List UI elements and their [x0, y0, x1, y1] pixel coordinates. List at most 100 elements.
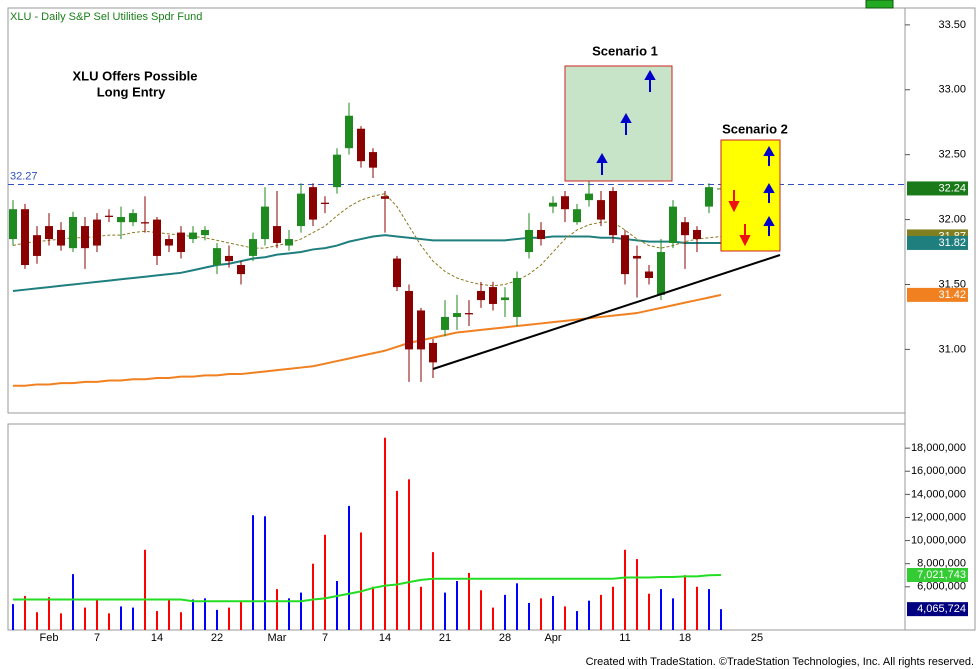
candle-body — [657, 252, 665, 295]
candle-body — [573, 209, 581, 223]
candle-body — [429, 342, 437, 363]
candle-body — [261, 206, 269, 240]
candle-body — [273, 226, 281, 243]
value-box-label: 32.24 — [938, 182, 966, 194]
candle-body — [633, 255, 641, 259]
candle-body — [201, 229, 209, 236]
x-tick-label: 11 — [619, 632, 630, 644]
candle-body — [21, 209, 29, 266]
volume-bar — [492, 607, 494, 630]
candle-body — [129, 213, 137, 223]
x-tick-label: Feb — [40, 632, 59, 644]
reference-label: 32.27 — [10, 170, 38, 182]
candle-body — [465, 313, 473, 315]
value-box — [907, 181, 968, 196]
x-tick-label: 25 — [751, 632, 763, 644]
value-box-label: 31.82 — [938, 237, 966, 249]
candle-body — [333, 154, 341, 188]
volume-bar — [180, 612, 182, 630]
volume-bar — [432, 552, 434, 630]
volume-bar — [372, 586, 374, 630]
volume-bar — [204, 598, 206, 630]
candle-body — [285, 239, 293, 246]
volume-bar — [516, 583, 518, 630]
annotation: XLU Offers Possible — [73, 68, 198, 83]
volume-bar — [540, 598, 542, 630]
chart-title: XLU - Daily S&P Sel Utilities Spdr Fund — [10, 11, 202, 23]
y-tick-label: 32.00 — [938, 213, 966, 225]
candle-body — [525, 229, 533, 253]
volume-bar — [300, 592, 302, 630]
footer: Created with TradeStation. ©TradeStation… — [586, 656, 974, 668]
volume-bar — [24, 596, 26, 630]
candle-body — [225, 255, 233, 262]
volume-bar — [48, 597, 50, 630]
candle-body — [105, 215, 113, 217]
arrow-head — [728, 201, 740, 213]
y-tick-label: 32.50 — [938, 149, 966, 161]
candle-body — [69, 216, 77, 249]
candle-body — [81, 226, 89, 249]
x-tick-label: Apr — [544, 632, 561, 644]
volume-bar — [384, 437, 386, 630]
candle-body — [609, 191, 617, 236]
icon — [865, 0, 894, 9]
scenario-1-box — [564, 65, 673, 182]
volume-bar — [288, 598, 290, 630]
candle-body — [705, 187, 713, 207]
volume-bar — [576, 611, 578, 630]
volume-bar — [708, 589, 710, 630]
x-tick-label: 28 — [499, 632, 511, 644]
candle-body — [309, 187, 317, 220]
candle-body — [321, 202, 329, 205]
down-arrows — [728, 190, 751, 247]
candle-body — [9, 209, 17, 240]
candle-body — [345, 115, 353, 149]
volume-bar — [156, 611, 158, 630]
volume-bar — [612, 586, 614, 630]
volume-bar — [360, 532, 362, 630]
line — [13, 293, 722, 387]
line — [13, 573, 722, 603]
candle-body — [561, 196, 569, 210]
volume-bar — [120, 606, 122, 630]
y-tick-label: 33.50 — [938, 19, 966, 31]
x-tick-label: 14 — [151, 632, 163, 644]
arrow-head — [644, 69, 656, 80]
volume-bar — [468, 572, 470, 630]
arrow-head — [620, 112, 632, 123]
candle-body — [297, 193, 305, 227]
value-box — [907, 287, 968, 302]
candle-body — [141, 222, 149, 224]
candle-body — [249, 239, 257, 256]
volume-bar — [480, 590, 482, 630]
candle-body — [93, 219, 101, 246]
value-box-label: 4,065,724 — [917, 603, 966, 615]
candle-body — [597, 200, 605, 220]
candle-body — [357, 128, 365, 162]
x-tick-label: 22 — [211, 632, 223, 644]
volume-bar — [396, 490, 398, 630]
volume-bar — [408, 479, 410, 630]
volume-bar — [60, 613, 62, 630]
volume-bar — [36, 612, 38, 630]
candle-body — [477, 290, 485, 301]
volume-bar — [72, 574, 74, 630]
volume-bar — [348, 505, 350, 630]
candle-body — [513, 278, 521, 317]
candle-body — [681, 222, 689, 236]
volume-bar — [648, 593, 650, 630]
arrow-head — [763, 145, 775, 156]
annotations: XLU Offers Possible Long Entry Scenario … — [73, 43, 788, 370]
volume-bar — [420, 586, 422, 630]
candle-body — [213, 248, 221, 266]
volume-bar — [720, 609, 722, 630]
volume-bar — [528, 602, 530, 630]
candle-body — [57, 229, 65, 246]
value-box-label: 7,021,743 — [917, 569, 966, 581]
candle-body — [393, 258, 401, 288]
candle-body — [381, 196, 389, 199]
x-tick-label: 18 — [679, 632, 691, 644]
